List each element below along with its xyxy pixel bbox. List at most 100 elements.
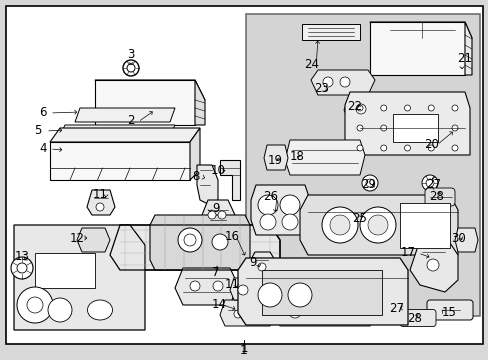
Text: 20: 20 <box>424 139 439 152</box>
Text: 14: 14 <box>211 297 226 310</box>
Circle shape <box>258 263 265 271</box>
Text: 23: 23 <box>314 82 329 95</box>
Circle shape <box>380 105 386 111</box>
Polygon shape <box>264 145 287 170</box>
Polygon shape <box>285 140 364 175</box>
Circle shape <box>11 257 33 279</box>
Circle shape <box>365 179 373 187</box>
Circle shape <box>212 234 227 250</box>
Text: 8: 8 <box>192 171 199 184</box>
Circle shape <box>190 281 200 291</box>
Circle shape <box>183 234 196 246</box>
Polygon shape <box>50 142 190 180</box>
Circle shape <box>96 203 104 211</box>
Circle shape <box>367 215 387 235</box>
Circle shape <box>404 105 409 111</box>
Text: 24: 24 <box>304 58 319 71</box>
Polygon shape <box>95 80 204 100</box>
Polygon shape <box>95 80 195 125</box>
Polygon shape <box>77 228 110 252</box>
Polygon shape <box>14 225 145 330</box>
Text: 5: 5 <box>34 125 41 138</box>
Polygon shape <box>197 165 218 205</box>
Circle shape <box>48 298 72 322</box>
Circle shape <box>426 259 438 271</box>
Circle shape <box>280 195 299 215</box>
Polygon shape <box>409 240 457 292</box>
Circle shape <box>380 125 386 131</box>
Circle shape <box>282 214 297 230</box>
Text: 19: 19 <box>267 154 282 167</box>
Polygon shape <box>229 278 256 300</box>
Text: 15: 15 <box>441 306 455 319</box>
Bar <box>392 114 437 142</box>
Polygon shape <box>274 298 374 326</box>
Bar <box>262 270 381 315</box>
Circle shape <box>356 125 362 131</box>
Circle shape <box>213 281 223 291</box>
Polygon shape <box>454 228 477 252</box>
Text: 11: 11 <box>92 188 107 201</box>
Polygon shape <box>220 160 240 200</box>
Circle shape <box>218 211 225 219</box>
Bar <box>399 202 449 248</box>
Polygon shape <box>190 128 200 180</box>
Circle shape <box>427 105 433 111</box>
Text: 12: 12 <box>69 231 84 244</box>
Circle shape <box>234 310 242 318</box>
Text: 18: 18 <box>289 150 304 163</box>
Circle shape <box>361 175 377 191</box>
Polygon shape <box>110 225 280 270</box>
Circle shape <box>17 287 53 323</box>
Text: 25: 25 <box>352 211 366 225</box>
Circle shape <box>288 306 301 318</box>
Circle shape <box>391 304 399 312</box>
Circle shape <box>387 300 403 316</box>
Text: 10: 10 <box>210 165 225 177</box>
Circle shape <box>127 64 135 72</box>
Circle shape <box>356 105 362 111</box>
Text: 26: 26 <box>263 189 278 202</box>
Polygon shape <box>87 190 115 215</box>
Text: 27: 27 <box>426 179 441 192</box>
Text: 29: 29 <box>361 179 376 192</box>
Circle shape <box>260 214 275 230</box>
Text: 2: 2 <box>127 114 135 127</box>
Text: 27: 27 <box>389 302 404 315</box>
Circle shape <box>258 195 278 215</box>
Circle shape <box>178 228 202 252</box>
Polygon shape <box>202 200 235 230</box>
Text: 1: 1 <box>240 343 247 356</box>
Circle shape <box>451 105 457 111</box>
FancyBboxPatch shape <box>424 188 454 206</box>
Circle shape <box>27 297 43 313</box>
Text: 13: 13 <box>15 249 29 262</box>
Circle shape <box>329 215 349 235</box>
Circle shape <box>355 104 365 114</box>
Polygon shape <box>369 22 471 38</box>
Text: 30: 30 <box>451 231 466 244</box>
Circle shape <box>123 60 139 76</box>
Polygon shape <box>245 14 479 316</box>
Ellipse shape <box>87 300 112 320</box>
Circle shape <box>404 125 409 131</box>
Text: 28: 28 <box>428 190 444 203</box>
Circle shape <box>287 283 311 307</box>
Text: 9: 9 <box>212 202 219 215</box>
FancyBboxPatch shape <box>426 300 472 320</box>
Polygon shape <box>150 215 249 270</box>
Circle shape <box>323 77 332 87</box>
Polygon shape <box>195 80 204 125</box>
Text: 22: 22 <box>347 100 362 113</box>
Circle shape <box>425 179 433 187</box>
Circle shape <box>207 211 216 219</box>
Polygon shape <box>50 128 200 142</box>
Text: 16: 16 <box>224 230 239 243</box>
Text: 3: 3 <box>127 49 134 62</box>
FancyBboxPatch shape <box>399 310 435 327</box>
Polygon shape <box>302 24 359 40</box>
Text: 11: 11 <box>224 278 239 291</box>
Circle shape <box>356 145 362 151</box>
Polygon shape <box>75 108 175 122</box>
Polygon shape <box>58 125 175 140</box>
